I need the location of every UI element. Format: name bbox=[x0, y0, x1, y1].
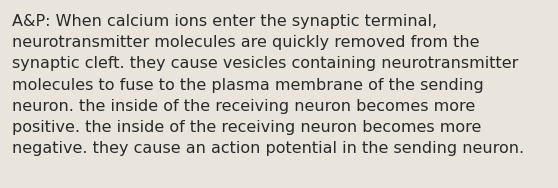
Text: A&P: When calcium ions enter the synaptic terminal,
neurotransmitter molecules a: A&P: When calcium ions enter the synapti… bbox=[12, 14, 524, 156]
